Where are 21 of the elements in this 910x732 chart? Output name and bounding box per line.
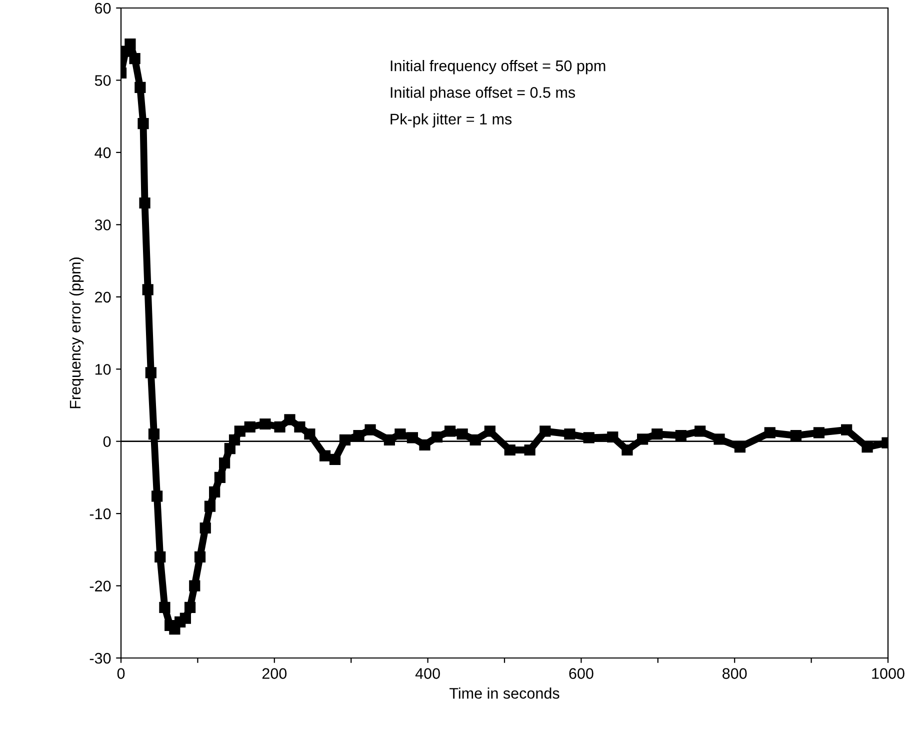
y-tick-label: -20 [90, 580, 111, 592]
y-axis-title: Frequency error (ppm) [69, 258, 84, 408]
annotation: Initial phase offset = 0.5 ms [390, 86, 576, 101]
annotation: Pk-pk jitter = 1 ms [390, 113, 512, 128]
y-tick-label: 50 [94, 75, 111, 86]
y-tick-label: 20 [95, 292, 111, 303]
x-tick-label: 400 [415, 668, 440, 679]
y-tick-label: 60 [95, 2, 111, 14]
y-tick-label: 30 [94, 220, 111, 230]
x-tick-label: 200 [262, 668, 287, 679]
x-tick-label: 600 [569, 668, 594, 679]
y-tick-label: 0 [103, 436, 111, 448]
y-tick-label: 40 [94, 147, 111, 158]
x-axis-title: Time in seconds [450, 688, 560, 699]
y-tick-label: 10 [95, 364, 111, 375]
y-tick-label: -10 [90, 508, 111, 520]
x-tick-label: 0 [117, 668, 125, 679]
x-tick-label: 800 [722, 668, 747, 679]
x-tick-label: 1000 [872, 668, 904, 679]
annotation: Initial frequency offset = 50 ppm [390, 60, 606, 74]
y-tick-label: -30 [90, 652, 111, 664]
